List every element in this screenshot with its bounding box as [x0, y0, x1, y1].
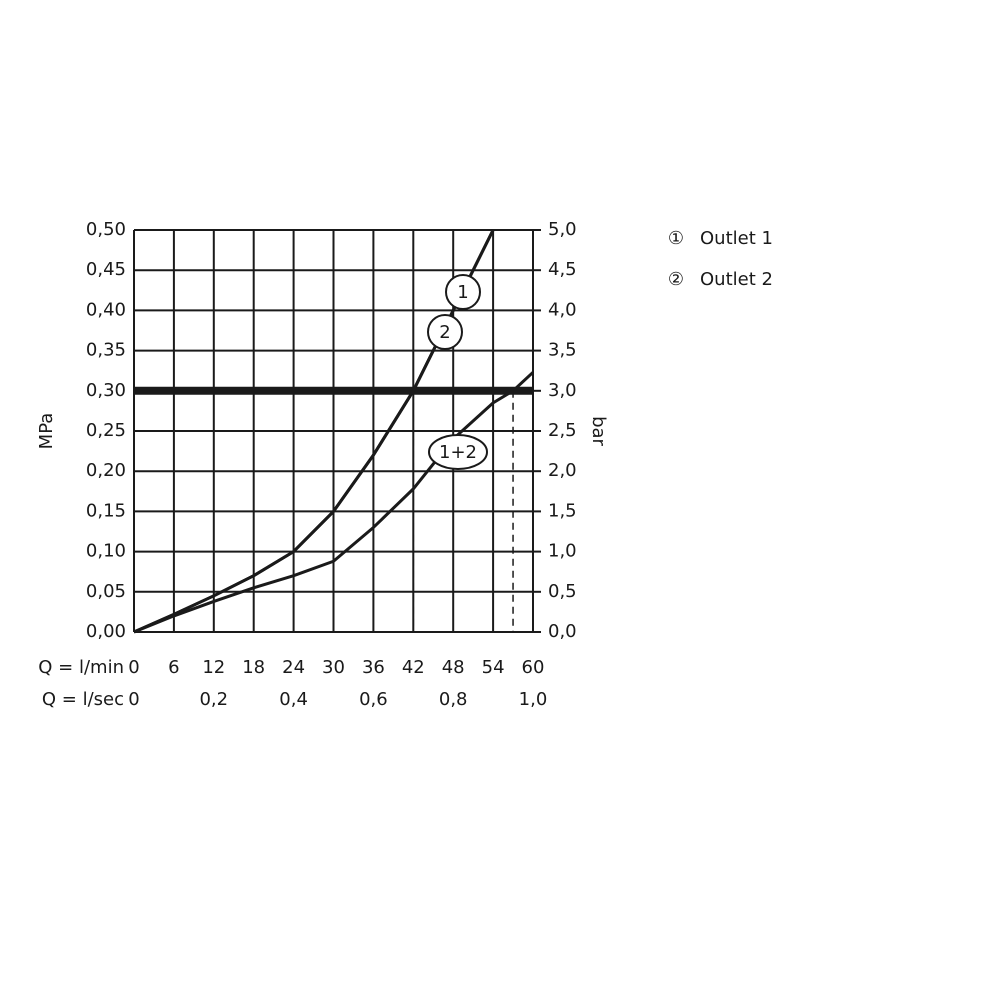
x-tick-label: 6 [168, 657, 179, 678]
curve-label-circle [428, 434, 488, 470]
x-tick-label: 24 [282, 657, 305, 678]
y2-axis-label: bar [588, 416, 609, 446]
x2-tick-label: 0,4 [279, 689, 308, 710]
y-tick-label: 0,10 [86, 541, 126, 562]
x2-tick-label: 0,8 [439, 689, 468, 710]
y-tick-label: 0,15 [86, 500, 126, 521]
y-tick-label: 0,40 [86, 299, 126, 320]
y2-tick-label: 3,5 [548, 340, 577, 361]
curve-label: 2 [439, 322, 450, 343]
y2-tick-label: 1,0 [548, 541, 577, 562]
y-tick-label: 0,20 [86, 460, 126, 481]
x-tick-label: 60 [522, 657, 545, 678]
curve-label-circle [445, 274, 481, 310]
x-tick-label: 36 [362, 657, 385, 678]
legend-symbol: ① [668, 228, 684, 249]
x2-tick-label: 1,0 [519, 689, 548, 710]
curve-label: 1+2 [439, 442, 477, 463]
y-tick-label: 0,35 [86, 340, 126, 361]
y-tick-label: 0,00 [86, 621, 126, 642]
y2-tick-label: 3,0 [548, 380, 577, 401]
y2-tick-label: 2,5 [548, 420, 577, 441]
y-tick-label: 0,45 [86, 259, 126, 280]
y2-tick-label: 0,5 [548, 581, 577, 602]
curve-label: 1 [457, 282, 468, 303]
y2-tick-label: 5,0 [548, 219, 577, 240]
x-axis-label: Q = l/min [38, 657, 124, 678]
x-tick-label: 0 [128, 657, 139, 678]
legend-label: Outlet 1 [700, 228, 773, 249]
x-tick-label: 54 [482, 657, 505, 678]
x-tick-label: 18 [242, 657, 265, 678]
y2-tick-label: 1,5 [548, 500, 577, 521]
x-tick-label: 48 [442, 657, 465, 678]
y2-tick-label: 0,0 [548, 621, 577, 642]
y-tick-label: 0,25 [86, 420, 126, 441]
y-tick-label: 0,50 [86, 219, 126, 240]
legend-symbol: ② [668, 269, 684, 290]
y-axis-label: MPa [36, 413, 57, 450]
y2-tick-label: 2,0 [548, 460, 577, 481]
line [133, 229, 495, 634]
legend-label: Outlet 2 [700, 269, 773, 290]
x-tick-label: 12 [202, 657, 225, 678]
curve-label-circle [427, 314, 463, 350]
x2-tick-label: 0 [128, 689, 139, 710]
x-tick-label: 42 [402, 657, 425, 678]
y2-tick-label: 4,5 [548, 259, 577, 280]
x2-tick-label: 0,6 [359, 689, 388, 710]
line [133, 371, 535, 634]
x-tick-label: 30 [322, 657, 345, 678]
y-tick-label: 0,05 [86, 581, 126, 602]
x2-tick-label: 0,2 [199, 689, 228, 710]
x2-axis-label: Q = l/sec [42, 689, 124, 710]
y-tick-label: 0,30 [86, 380, 126, 401]
y2-tick-label: 4,0 [548, 299, 577, 320]
